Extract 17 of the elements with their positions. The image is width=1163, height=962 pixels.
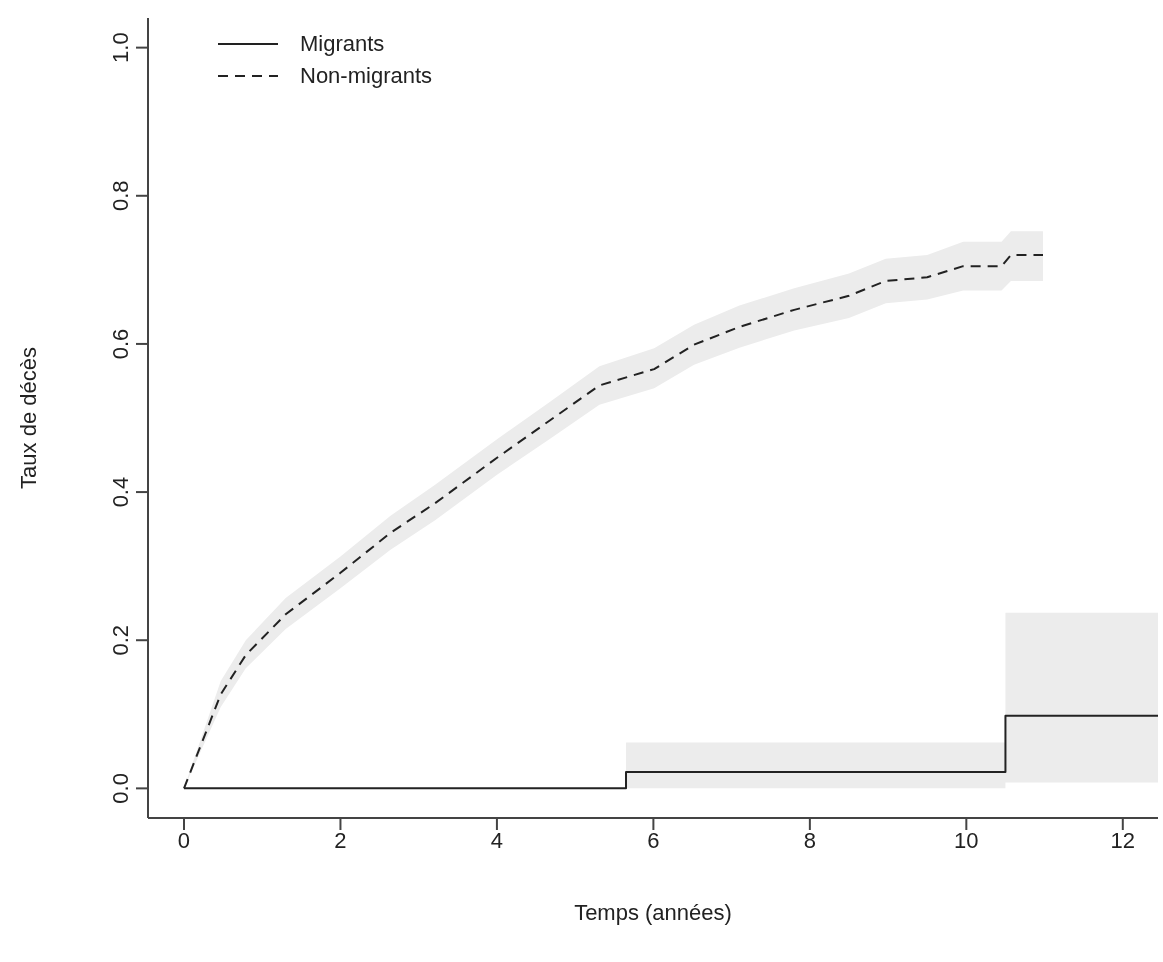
x-axis-title: Temps (années) xyxy=(574,900,732,925)
y-tick-label: 0.6 xyxy=(108,328,133,360)
x-tick-label: 10 xyxy=(954,827,979,853)
x-tick-label: 12 xyxy=(1110,827,1136,853)
y-axis-title: Taux de décès xyxy=(15,347,41,489)
y-tick-label: 0.0 xyxy=(108,773,133,804)
y-tick-label: 0.8 xyxy=(108,180,133,212)
x-tick-label: 0 xyxy=(177,827,191,853)
legend-label: Non-migrants xyxy=(300,63,433,89)
x-tick-label: 4 xyxy=(490,827,504,853)
x-tick-label: 8 xyxy=(803,827,816,853)
legend-label: Migrants xyxy=(300,31,385,57)
y-tick-label: 0.4 xyxy=(108,476,133,508)
x-tick-label: 2 xyxy=(334,827,347,853)
y-tick-label: 1.0 xyxy=(108,32,133,63)
y-tick-label: 0.2 xyxy=(108,624,133,656)
x-tick-label: 6 xyxy=(647,827,660,853)
